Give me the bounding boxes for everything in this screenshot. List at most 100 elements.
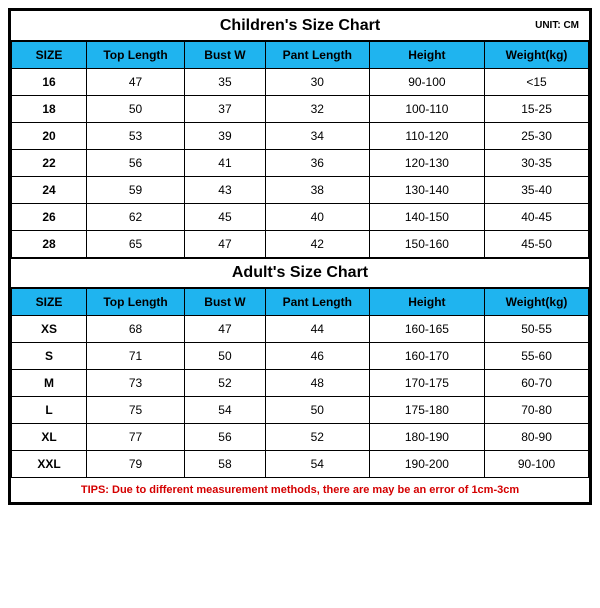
size-cell: 24	[12, 177, 87, 204]
value-cell: 50-55	[485, 316, 589, 343]
value-cell: 44	[265, 316, 369, 343]
size-cell: XL	[12, 424, 87, 451]
table-row: 26624540140-15040-45	[12, 204, 589, 231]
value-cell: 46	[265, 343, 369, 370]
adult-table: SIZETop LengthBust WPant LengthHeightWei…	[11, 288, 589, 478]
tips-note: TIPS: Due to different measurement metho…	[11, 478, 589, 502]
value-cell: 15-25	[485, 96, 589, 123]
column-header: Weight(kg)	[485, 42, 589, 69]
column-header: Bust W	[185, 289, 266, 316]
value-cell: 45	[185, 204, 266, 231]
table-row: XXL795854190-20090-100	[12, 451, 589, 478]
value-cell: 30-35	[485, 150, 589, 177]
value-cell: 71	[87, 343, 185, 370]
value-cell: 60-70	[485, 370, 589, 397]
value-cell: 54	[265, 451, 369, 478]
size-chart-container: Children's Size Chart UNIT: CM SIZETop L…	[8, 8, 592, 505]
column-header: SIZE	[12, 289, 87, 316]
size-cell: 28	[12, 231, 87, 258]
value-cell: 56	[185, 424, 266, 451]
value-cell: 54	[185, 397, 266, 424]
size-cell: 18	[12, 96, 87, 123]
column-header: Weight(kg)	[485, 289, 589, 316]
value-cell: 190-200	[369, 451, 484, 478]
value-cell: 47	[185, 316, 266, 343]
value-cell: 80-90	[485, 424, 589, 451]
table-row: 20533934110-12025-30	[12, 123, 589, 150]
value-cell: 180-190	[369, 424, 484, 451]
value-cell: 41	[185, 150, 266, 177]
size-cell: XXL	[12, 451, 87, 478]
table-row: 18503732100-11015-25	[12, 96, 589, 123]
value-cell: 175-180	[369, 397, 484, 424]
value-cell: 90-100	[485, 451, 589, 478]
value-cell: 36	[265, 150, 369, 177]
table-row: L755450175-18070-80	[12, 397, 589, 424]
value-cell: 65	[87, 231, 185, 258]
value-cell: 40	[265, 204, 369, 231]
table-row: 24594338130-14035-40	[12, 177, 589, 204]
table-row: XS684744160-16550-55	[12, 316, 589, 343]
size-cell: 20	[12, 123, 87, 150]
value-cell: 40-45	[485, 204, 589, 231]
value-cell: 35-40	[485, 177, 589, 204]
value-cell: 100-110	[369, 96, 484, 123]
value-cell: 68	[87, 316, 185, 343]
adult-title-row: Adult's Size Chart	[11, 258, 589, 288]
value-cell: 37	[185, 96, 266, 123]
value-cell: 47	[87, 69, 185, 96]
value-cell: 53	[87, 123, 185, 150]
value-cell: 48	[265, 370, 369, 397]
unit-label: UNIT: CM	[535, 20, 579, 31]
table-row: 22564136120-13030-35	[12, 150, 589, 177]
size-cell: L	[12, 397, 87, 424]
value-cell: 110-120	[369, 123, 484, 150]
value-cell: 140-150	[369, 204, 484, 231]
column-header: Top Length	[87, 289, 185, 316]
value-cell: 90-100	[369, 69, 484, 96]
column-header: Bust W	[185, 42, 266, 69]
value-cell: 73	[87, 370, 185, 397]
column-header: Pant Length	[265, 42, 369, 69]
value-cell: 130-140	[369, 177, 484, 204]
value-cell: 30	[265, 69, 369, 96]
adult-title: Adult's Size Chart	[11, 264, 589, 282]
value-cell: 42	[265, 231, 369, 258]
value-cell: 43	[185, 177, 266, 204]
children-title-row: Children's Size Chart UNIT: CM	[11, 11, 589, 41]
children-title: Children's Size Chart	[11, 17, 589, 35]
children-header-row: SIZETop LengthBust WPant LengthHeightWei…	[12, 42, 589, 69]
value-cell: 38	[265, 177, 369, 204]
value-cell: 45-50	[485, 231, 589, 258]
value-cell: 52	[265, 424, 369, 451]
value-cell: 77	[87, 424, 185, 451]
size-cell: 16	[12, 69, 87, 96]
value-cell: 170-175	[369, 370, 484, 397]
column-header: Height	[369, 289, 484, 316]
value-cell: 32	[265, 96, 369, 123]
column-header: Top Length	[87, 42, 185, 69]
value-cell: 150-160	[369, 231, 484, 258]
value-cell: 55-60	[485, 343, 589, 370]
column-header: SIZE	[12, 42, 87, 69]
value-cell: 58	[185, 451, 266, 478]
value-cell: 59	[87, 177, 185, 204]
value-cell: 56	[87, 150, 185, 177]
size-cell: M	[12, 370, 87, 397]
value-cell: <15	[485, 69, 589, 96]
table-row: M735248170-17560-70	[12, 370, 589, 397]
value-cell: 34	[265, 123, 369, 150]
size-cell: XS	[12, 316, 87, 343]
size-cell: S	[12, 343, 87, 370]
table-row: 1647353090-100<15	[12, 69, 589, 96]
value-cell: 79	[87, 451, 185, 478]
value-cell: 50	[87, 96, 185, 123]
value-cell: 62	[87, 204, 185, 231]
value-cell: 50	[185, 343, 266, 370]
value-cell: 160-170	[369, 343, 484, 370]
size-cell: 22	[12, 150, 87, 177]
value-cell: 70-80	[485, 397, 589, 424]
value-cell: 75	[87, 397, 185, 424]
table-row: S715046160-17055-60	[12, 343, 589, 370]
value-cell: 47	[185, 231, 266, 258]
